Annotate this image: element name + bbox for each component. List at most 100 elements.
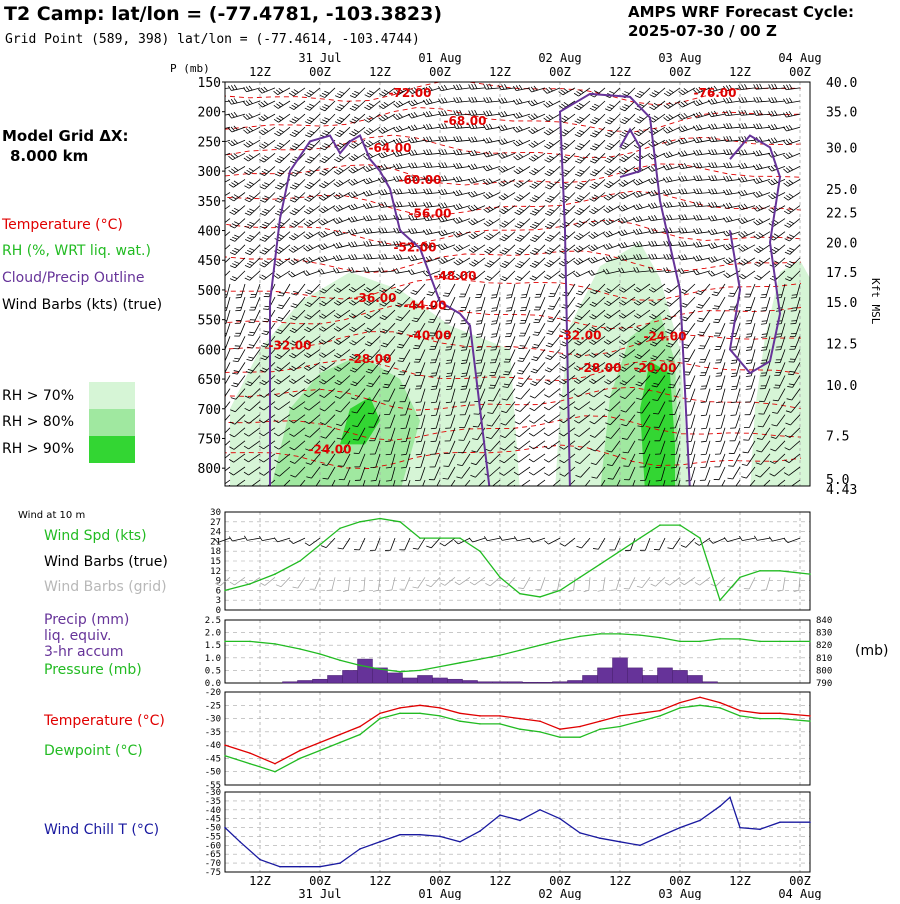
wind-barb	[453, 188, 470, 197]
wind-barb-feather	[771, 165, 775, 170]
wind-barb-staff	[471, 88, 485, 89]
wind-barb	[544, 110, 560, 122]
wind-barb	[738, 161, 755, 168]
wind-barb-feather	[414, 150, 417, 155]
wind-barb-feather	[350, 107, 355, 112]
wind-barb-feather	[741, 475, 746, 480]
wind-barb-feather	[411, 228, 414, 233]
wind-barb	[348, 253, 365, 260]
wind-barb-feather	[742, 97, 744, 102]
wind-barb-staff	[666, 245, 680, 246]
wind-barb-staff	[696, 193, 710, 194]
wind-barb-feather	[290, 119, 295, 124]
wind-barb-feather	[684, 254, 687, 259]
wind-barb-staff	[262, 88, 275, 93]
wind-barb-feather	[670, 214, 673, 219]
wind-barb-feather	[529, 419, 534, 424]
wind-barb-feather	[760, 296, 765, 299]
wind-barb	[277, 281, 290, 297]
wind-barb-feather	[700, 215, 703, 220]
wind-barb-feather	[351, 204, 354, 209]
wind-barb-feather	[731, 401, 736, 404]
wind-barb-feather	[741, 218, 745, 223]
wind-barb-staff	[355, 88, 365, 98]
wind-barb-staff	[518, 166, 530, 173]
wind-barb-staff	[441, 153, 455, 154]
wind-barb	[530, 202, 545, 217]
wind-barb-staff	[550, 179, 560, 189]
wind-barb-feather	[753, 207, 757, 212]
wind-barb-feather	[476, 322, 481, 325]
wind-barb-feather	[351, 192, 355, 197]
wind-barb-staff	[534, 415, 545, 424]
wind-barb-feather	[426, 124, 429, 129]
wind-barb	[334, 162, 350, 175]
wind-barb-feather	[559, 91, 563, 96]
wind-barb-feather	[745, 400, 750, 403]
wind-barb-feather	[442, 162, 444, 167]
wind-barb	[453, 214, 470, 224]
wind-barb-feather	[588, 259, 592, 264]
wind-barb	[453, 201, 470, 210]
wind-barb-feather	[216, 422, 221, 427]
wind-barb-feather	[774, 178, 778, 183]
wind-barb-staff	[534, 441, 545, 449]
wind-barb-feather	[633, 193, 637, 198]
wind-barb-feather	[513, 128, 517, 133]
wind-barb	[519, 321, 530, 338]
wind-barb-feather	[245, 251, 250, 256]
wind-barb-staff	[736, 376, 740, 390]
wind-barb-feather	[741, 150, 744, 155]
wind-barb-feather	[709, 189, 712, 194]
wind-barb-feather	[349, 132, 354, 137]
wind-barb-feather	[354, 191, 358, 196]
wind-barb-feather	[230, 264, 235, 269]
wind-barb-feather	[574, 260, 578, 265]
wind-barb-feather	[664, 241, 666, 246]
wind-barb	[364, 240, 380, 247]
wind-barb-feather	[730, 439, 735, 443]
wind-barb	[545, 202, 560, 217]
wind-barb-feather	[485, 277, 490, 282]
wind-barb-staff	[481, 297, 485, 310]
wind-barb-feather	[663, 129, 667, 134]
wind-barb	[534, 295, 545, 312]
wind-barb-feather	[755, 486, 760, 491]
wind-barb-feather	[715, 440, 720, 443]
wind-barb-feather	[603, 220, 607, 225]
wind-barb	[604, 201, 620, 213]
wind-barb-feather	[696, 150, 699, 155]
wind-barb-staff	[310, 101, 320, 110]
wind-barb-feather	[620, 107, 625, 112]
wind-barb-feather	[333, 207, 337, 212]
wind-barb-feather	[714, 256, 717, 261]
wind-barb-feather	[213, 154, 217, 159]
wind-barb-feather	[700, 466, 705, 469]
wind-barb-staff	[487, 179, 500, 184]
wind-barb-feather	[655, 254, 657, 259]
wind-barb-staff	[550, 193, 560, 203]
wind-barb-feather	[348, 255, 351, 260]
wind-barb-staff	[766, 297, 770, 310]
wind-barb-feather	[726, 189, 729, 194]
wind-barb-feather	[741, 84, 744, 89]
wind-barb-staff	[691, 454, 695, 467]
wind-barb-feather	[505, 335, 510, 339]
wind-barb	[215, 267, 230, 282]
wind-barb-feather	[590, 107, 595, 112]
wind-barb	[515, 202, 530, 216]
wind-barb	[529, 136, 545, 149]
wind-barb-feather	[443, 294, 448, 298]
wind-barb-feather	[457, 136, 459, 141]
wind-barb-feather	[699, 124, 702, 129]
wind-barb-feather	[382, 241, 384, 246]
wind-barb-staff	[310, 179, 320, 188]
wind-barb-staff	[222, 402, 230, 413]
wind-barb-staff	[717, 284, 725, 296]
wind-barb	[476, 309, 485, 326]
wind-barb-feather	[656, 492, 661, 495]
wind-barb-staff	[688, 349, 695, 361]
wind-barb-feather	[459, 230, 463, 235]
wind-barb	[723, 253, 740, 264]
wind-barb	[575, 137, 590, 152]
